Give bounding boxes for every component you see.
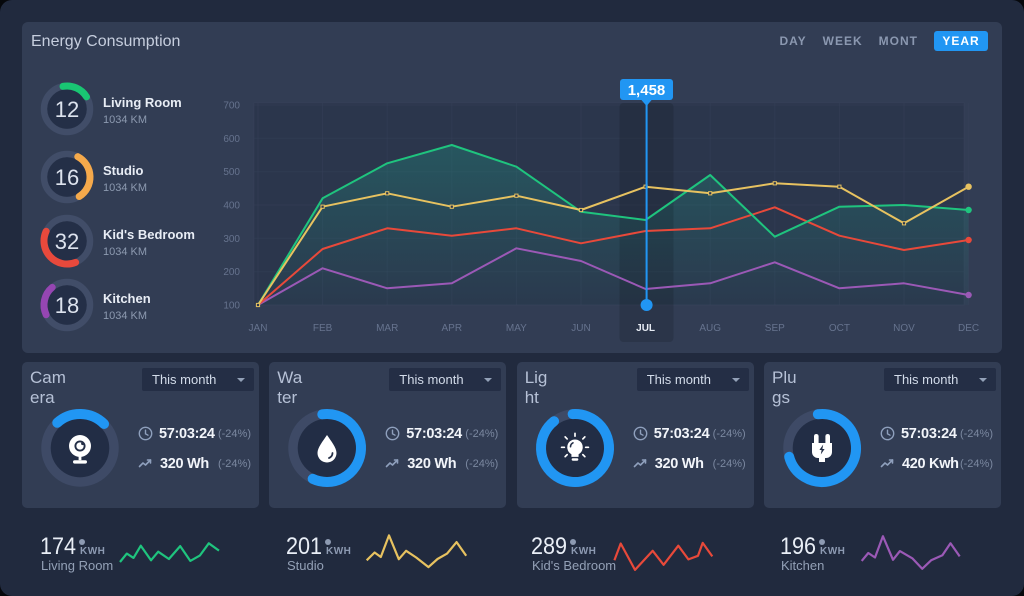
svg-text:400: 400 [223,201,240,212]
svg-text:DEC: DEC [958,323,979,334]
svg-text:700: 700 [223,101,240,112]
svg-text:1,458: 1,458 [628,82,666,99]
svg-text:600: 600 [223,134,240,145]
svg-text:JUN: JUN [571,323,590,334]
svg-text:FEB: FEB [313,323,333,334]
svg-text:SEP: SEP [765,323,785,334]
svg-text:500: 500 [223,167,240,178]
svg-text:12: 12 [55,97,79,122]
svg-text:MAY: MAY [506,323,527,334]
svg-text:300: 300 [223,234,240,245]
svg-text:100: 100 [223,301,240,312]
svg-text:AUG: AUG [699,323,721,334]
svg-text:MAR: MAR [376,323,398,334]
svg-text:16: 16 [55,165,79,190]
svg-text:APR: APR [442,323,463,334]
svg-text:18: 18 [55,293,79,318]
svg-text:JUL: JUL [636,323,655,334]
svg-text:OCT: OCT [829,323,850,334]
svg-text:NOV: NOV [893,323,915,334]
svg-text:200: 200 [223,267,240,278]
svg-text:JAN: JAN [249,323,268,334]
svg-text:32: 32 [55,229,79,254]
